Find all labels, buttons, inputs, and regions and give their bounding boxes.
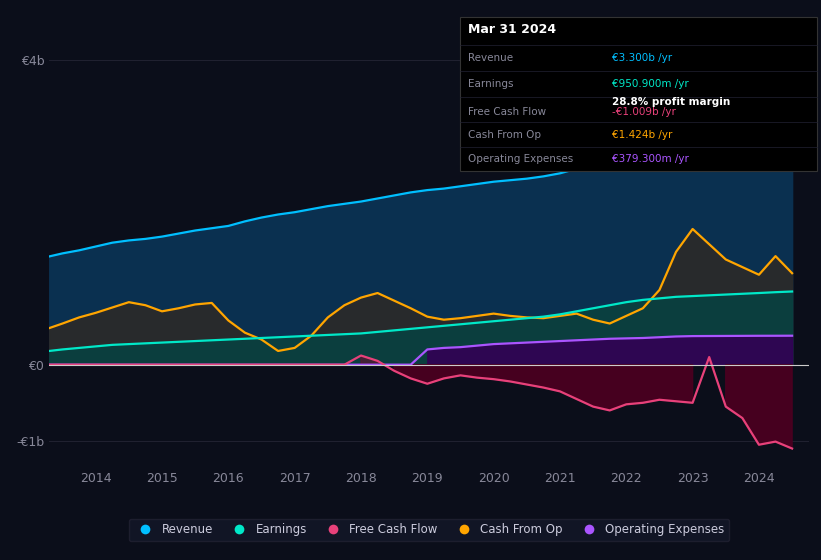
Text: €950.900m /yr: €950.900m /yr	[612, 79, 688, 89]
Text: Mar 31 2024: Mar 31 2024	[468, 22, 556, 36]
Text: €379.300m /yr: €379.300m /yr	[612, 154, 689, 164]
Text: Operating Expenses: Operating Expenses	[468, 154, 573, 164]
Text: -€1.009b /yr: -€1.009b /yr	[612, 106, 676, 116]
Text: €3.300b /yr: €3.300b /yr	[612, 53, 672, 63]
Legend: Revenue, Earnings, Free Cash Flow, Cash From Op, Operating Expenses: Revenue, Earnings, Free Cash Flow, Cash …	[129, 519, 729, 541]
Text: €1.424b /yr: €1.424b /yr	[612, 130, 672, 141]
Text: Cash From Op: Cash From Op	[468, 130, 541, 141]
Text: Free Cash Flow: Free Cash Flow	[468, 106, 546, 116]
Text: Revenue: Revenue	[468, 53, 513, 63]
Text: Earnings: Earnings	[468, 79, 513, 89]
Text: 28.8% profit margin: 28.8% profit margin	[612, 97, 730, 107]
